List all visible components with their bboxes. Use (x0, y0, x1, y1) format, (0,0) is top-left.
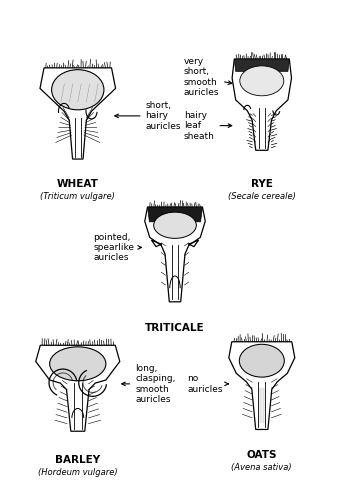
Text: (Avena sativa): (Avena sativa) (231, 463, 292, 472)
Text: no
auricles: no auricles (187, 374, 229, 393)
Text: short,
hairy
auricles: short, hairy auricles (115, 101, 181, 131)
Polygon shape (229, 342, 295, 429)
Ellipse shape (239, 344, 284, 377)
Text: RYE: RYE (251, 179, 273, 189)
Ellipse shape (50, 347, 106, 381)
Text: TRITICALE: TRITICALE (145, 323, 205, 333)
Text: pointed,
spearlike
auricles: pointed, spearlike auricles (93, 233, 141, 262)
Text: long,
clasping,
smooth
auricles: long, clasping, smooth auricles (122, 364, 175, 404)
Ellipse shape (240, 66, 284, 96)
Text: very
short,
smooth
auricles: very short, smooth auricles (184, 57, 232, 97)
Ellipse shape (51, 70, 104, 110)
Polygon shape (40, 68, 116, 159)
Polygon shape (234, 59, 289, 72)
Text: WHEAT: WHEAT (57, 179, 99, 189)
Text: (Hordeum vulgare): (Hordeum vulgare) (38, 467, 118, 477)
Text: BARLEY: BARLEY (55, 455, 100, 465)
Polygon shape (145, 207, 205, 302)
Text: (Secale cereale): (Secale cereale) (228, 193, 296, 201)
Polygon shape (232, 59, 292, 150)
Polygon shape (147, 207, 203, 222)
Text: (Triticum vulgare): (Triticum vulgare) (40, 193, 115, 201)
Ellipse shape (154, 212, 196, 238)
Text: hairy
leaf
sheath: hairy leaf sheath (184, 111, 232, 141)
Polygon shape (36, 345, 120, 431)
Text: OATS: OATS (246, 450, 277, 460)
